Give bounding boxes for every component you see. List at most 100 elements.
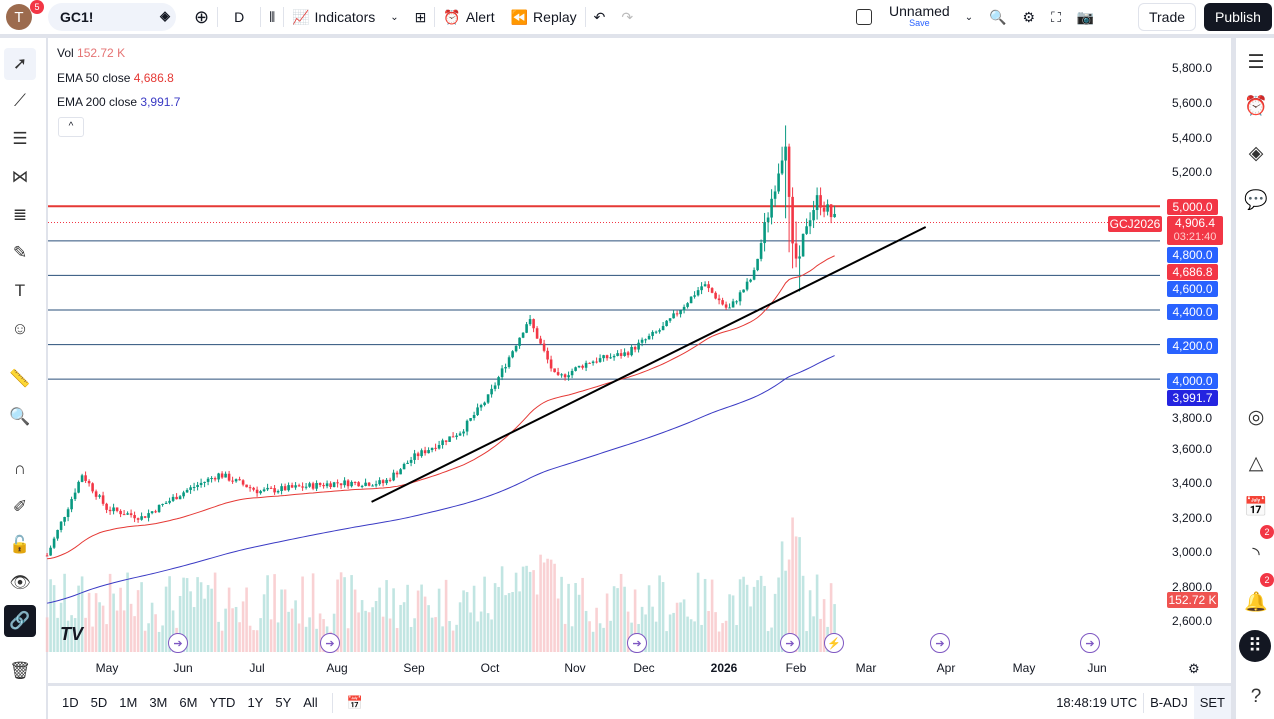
undo-icon: ↶ bbox=[593, 8, 606, 25]
sync-tool[interactable]: 🔗 bbox=[4, 605, 36, 637]
candle-body bbox=[535, 328, 539, 339]
candle-body bbox=[364, 482, 367, 486]
publish-button[interactable]: Publish bbox=[1204, 3, 1272, 31]
apps-button[interactable]: ⠿ bbox=[1239, 630, 1271, 662]
range-1d[interactable]: 1D bbox=[62, 695, 79, 710]
layers-button[interactable]: ◈ bbox=[1242, 139, 1270, 167]
range-5y[interactable]: 5Y bbox=[275, 695, 292, 710]
range-1y[interactable]: 1Y bbox=[247, 695, 264, 710]
goto-date-button[interactable]: 📅 bbox=[341, 695, 369, 711]
undo-button[interactable]: ↶ bbox=[586, 0, 614, 34]
volume-bar bbox=[87, 592, 91, 652]
camera-icon: 📷 bbox=[1076, 8, 1095, 25]
range-3m[interactable]: 3M bbox=[149, 695, 168, 710]
time-axis-label: Feb bbox=[785, 661, 807, 675]
trendline-tool[interactable]: ⟋ bbox=[4, 85, 36, 117]
hide-tool[interactable]: 👁 bbox=[4, 567, 36, 599]
horizontal-line-tool[interactable]: ☰ bbox=[4, 123, 36, 155]
trade-button[interactable]: Trade bbox=[1138, 3, 1196, 31]
add-symbol-button[interactable]: ⊕ bbox=[186, 0, 217, 34]
snapshot-button[interactable]: 📷 bbox=[1069, 0, 1102, 34]
candle-body bbox=[143, 516, 147, 518]
candle-body bbox=[682, 306, 686, 311]
volume-bar bbox=[721, 623, 724, 652]
earnings-event-icon[interactable]: ⚡ bbox=[824, 633, 844, 653]
pine-button[interactable]: △ bbox=[1242, 449, 1270, 477]
settings-button[interactable]: ⚙ bbox=[1015, 0, 1044, 34]
lock-tool[interactable]: 🔓 bbox=[4, 529, 36, 561]
volume-bar bbox=[749, 606, 752, 652]
dividend-event-icon[interactable]: ➔ bbox=[320, 633, 340, 653]
dividend-event-icon[interactable]: ➔ bbox=[780, 633, 800, 653]
candle-body bbox=[182, 492, 185, 497]
chart-type-button[interactable]: ⫴ bbox=[261, 0, 283, 34]
cursor-tool[interactable]: ➚ bbox=[4, 48, 36, 80]
diamond-icon[interactable]: ◈ bbox=[160, 8, 170, 23]
layout-button[interactable]: Unnamed Save ⌄ bbox=[848, 0, 981, 34]
symbol-search[interactable]: GC1! ◈ bbox=[48, 3, 176, 31]
candle-body bbox=[609, 357, 612, 359]
volume-bar bbox=[812, 616, 815, 652]
candle-body bbox=[577, 365, 581, 368]
alerts-button[interactable]: ⏰ bbox=[1242, 92, 1270, 120]
pattern-tool[interactable]: ⋈ bbox=[4, 161, 36, 193]
news-button[interactable]: ◝ bbox=[1242, 540, 1270, 568]
candle-body bbox=[269, 487, 273, 489]
volume-bar bbox=[259, 618, 262, 652]
collapse-legend-button[interactable]: ^ bbox=[58, 117, 84, 137]
dividend-event-icon[interactable]: ➔ bbox=[168, 633, 188, 653]
candle-body bbox=[220, 473, 224, 478]
session-toggle[interactable]: SET bbox=[1193, 686, 1231, 719]
volume-bar bbox=[143, 630, 147, 652]
fullscreen-button[interactable]: ⛶ bbox=[1043, 0, 1069, 34]
candle-body bbox=[388, 479, 392, 481]
dividend-event-icon[interactable]: ➔ bbox=[1080, 633, 1100, 653]
range-1m[interactable]: 1M bbox=[119, 695, 138, 710]
volume-bar bbox=[147, 623, 150, 652]
adjustment-toggle[interactable]: B-ADJ bbox=[1150, 695, 1188, 710]
fib-tool[interactable]: ≣ bbox=[4, 199, 36, 231]
volume-bar bbox=[367, 612, 371, 652]
interval-button[interactable]: D bbox=[234, 9, 245, 25]
axis-settings-button[interactable]: ⚙ bbox=[1188, 661, 1200, 677]
volume-bar bbox=[217, 621, 220, 652]
range-all[interactable]: All bbox=[303, 695, 318, 710]
watchlist-button[interactable]: ☰ bbox=[1242, 48, 1270, 76]
chats-button[interactable]: 💬 bbox=[1242, 186, 1270, 214]
dividend-event-icon[interactable]: ➔ bbox=[627, 633, 647, 653]
candle-body bbox=[444, 440, 448, 442]
quick-search-button[interactable]: 🔍 bbox=[981, 0, 1014, 34]
chart-pane[interactable] bbox=[48, 38, 1231, 683]
drawing-mode-tool[interactable]: ✐ bbox=[4, 491, 36, 523]
indicators-button[interactable]: 📈 Indicators ⌄ bbox=[292, 8, 399, 26]
chevron-down-icon[interactable]: ⌄ bbox=[390, 11, 399, 23]
volume-bar bbox=[518, 591, 521, 652]
range-5d[interactable]: 5D bbox=[90, 695, 108, 710]
clock[interactable]: 18:48:19 UTC bbox=[1056, 695, 1138, 710]
volume-bar bbox=[700, 624, 703, 652]
dividend-event-icon[interactable]: ➔ bbox=[930, 633, 950, 653]
avatar[interactable]: T bbox=[6, 4, 32, 30]
notifications-button[interactable]: 🔔 bbox=[1242, 588, 1270, 616]
magnet-tool[interactable]: ∩ bbox=[4, 453, 36, 485]
range-6m[interactable]: 6M bbox=[179, 695, 198, 710]
replay-button[interactable]: ⏪ Replay bbox=[510, 8, 577, 26]
zoom-tool[interactable]: 🔍 bbox=[4, 401, 36, 433]
candle-body bbox=[343, 480, 346, 486]
remove-tool[interactable]: 🗑 bbox=[4, 655, 36, 687]
templates-button[interactable]: ⊞ bbox=[407, 0, 435, 34]
scanner-button[interactable]: ◎ bbox=[1242, 403, 1270, 431]
level-5000-tag: 5,000.0 bbox=[1167, 199, 1218, 215]
redo-button[interactable]: ↷ bbox=[613, 0, 641, 34]
text-tool[interactable]: T bbox=[4, 275, 36, 307]
emoji-tool[interactable]: ☺ bbox=[4, 313, 36, 345]
help-button[interactable]: ? bbox=[1242, 683, 1270, 711]
volume-bar bbox=[556, 598, 560, 652]
brush-tool[interactable]: ✎ bbox=[4, 237, 36, 269]
calendar-button[interactable]: 📅 bbox=[1242, 493, 1270, 521]
candle-body bbox=[105, 503, 108, 510]
range-ytd[interactable]: YTD bbox=[209, 695, 236, 710]
alert-button[interactable]: ⏰ Alert bbox=[443, 8, 495, 26]
measure-tool[interactable]: 📏 bbox=[4, 363, 36, 395]
